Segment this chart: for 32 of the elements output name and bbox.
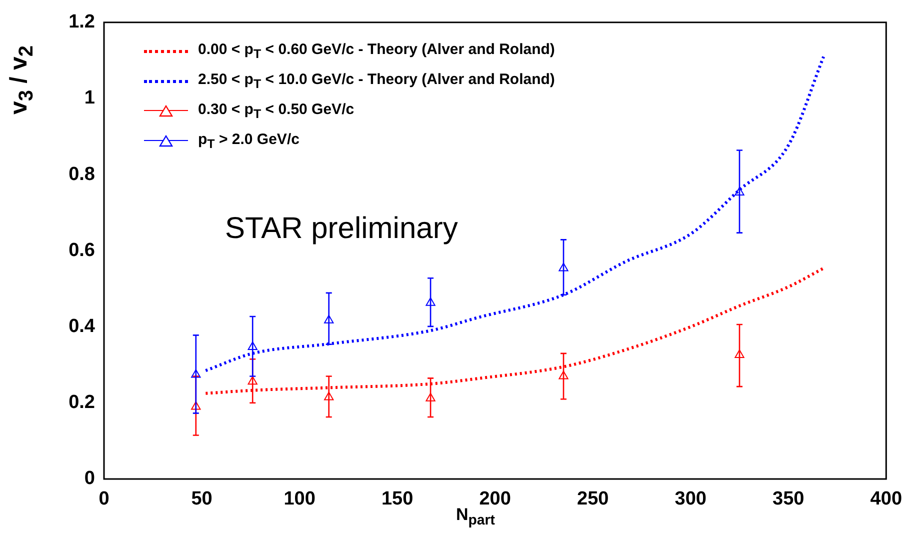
point [734,186,744,196]
point [558,370,568,380]
point [248,341,258,350]
y-tick-label: 1 [84,88,96,109]
point [191,369,201,378]
y-tick-label: 0 [84,468,95,490]
point [324,392,334,400]
x-tick-label: 50 [191,488,212,510]
point [191,401,201,410]
y-tick-label: 0.8 [68,164,95,185]
x-tick-label: 350 [772,488,804,510]
point [558,262,568,272]
legend-label: 0.00 < p$_{T}$ < 0.60 GeV/c - Theory (Alver and Roland) [198,41,555,62]
x-tick-label: 0 [98,488,110,510]
x-tick-label: 250 [576,488,609,510]
point [734,349,744,358]
x-tick-label: 150 [381,488,414,510]
y-tick-label: 0.2 [68,392,95,414]
point [324,314,334,324]
x-tick-label: 100 [284,488,316,510]
legend-label: p$_{T}$ > 2.0 GeV/c [198,131,300,152]
legend-label: 0.30 < p$_{T}$ < 0.50 GeV/c [198,101,354,122]
y-tick-label: 0.4 [68,316,96,338]
point [426,297,436,306]
legend-label: 2.50 < p$_{T}$ < 10.0 GeV/c - Theory (Alver and Roland) [198,71,555,92]
annotation: STAR preliminary [225,212,458,246]
point [248,376,258,385]
x-tick-label: 400 [870,488,902,510]
x-tick-label: 300 [674,488,706,510]
y-tick-label: 1.2 [68,12,95,33]
y-tick-label: 0.6 [68,240,95,261]
point [426,392,436,402]
